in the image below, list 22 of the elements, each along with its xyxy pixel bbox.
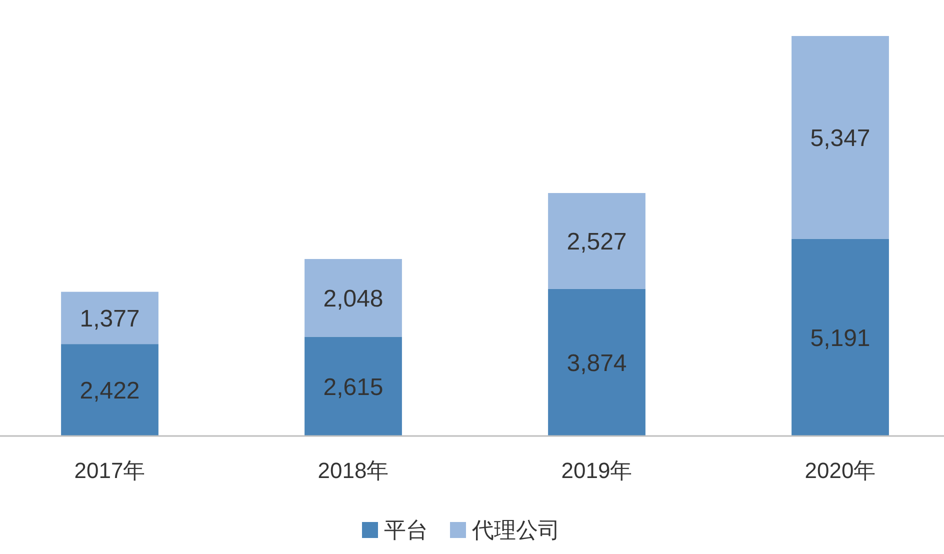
data-label: 2,527 <box>566 228 627 256</box>
legend-label: 平台 <box>384 518 428 543</box>
bar <box>304 336 402 436</box>
data-label: 5,347 <box>810 124 870 152</box>
x-tick-label: 2018年 <box>318 458 389 483</box>
bar <box>61 292 158 344</box>
x-tick-label: 2019年 <box>561 458 632 483</box>
data-label: 2,615 <box>323 374 384 401</box>
x-tick-label: 2020年 <box>804 458 876 483</box>
bar <box>304 259 402 337</box>
data-label: 2,048 <box>323 285 384 312</box>
x-tick-label: 2017年 <box>74 458 146 483</box>
bar <box>61 344 158 436</box>
data-label: 5,191 <box>810 324 870 352</box>
data-label: 3,874 <box>566 350 627 377</box>
bar <box>792 238 889 436</box>
data-label: 1,377 <box>80 305 140 332</box>
bar <box>548 193 646 289</box>
data-label: 2,422 <box>80 377 140 404</box>
bar <box>792 36 889 239</box>
bar <box>548 288 646 436</box>
legend-label: 代理公司 <box>471 518 560 543</box>
